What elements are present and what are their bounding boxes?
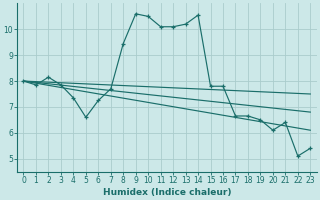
X-axis label: Humidex (Indice chaleur): Humidex (Indice chaleur): [103, 188, 231, 197]
